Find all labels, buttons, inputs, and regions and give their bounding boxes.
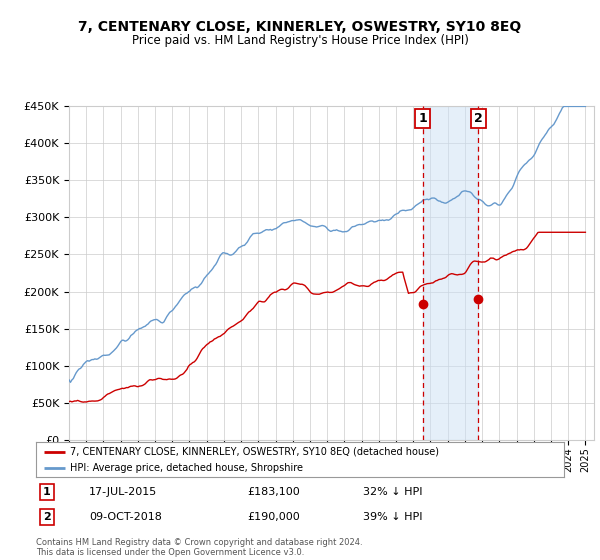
Text: 32% ↓ HPI: 32% ↓ HPI (364, 487, 423, 497)
Text: 2: 2 (474, 112, 482, 125)
Text: £183,100: £183,100 (247, 487, 300, 497)
Text: 7, CENTENARY CLOSE, KINNERLEY, OSWESTRY, SY10 8EQ: 7, CENTENARY CLOSE, KINNERLEY, OSWESTRY,… (79, 20, 521, 34)
Text: 09-OCT-2018: 09-OCT-2018 (89, 512, 161, 522)
Text: HPI: Average price, detached house, Shropshire: HPI: Average price, detached house, Shro… (70, 463, 304, 473)
Bar (422, 106, 478, 440)
Text: Price paid vs. HM Land Registry's House Price Index (HPI): Price paid vs. HM Land Registry's House … (131, 34, 469, 46)
Text: 17-JUL-2015: 17-JUL-2015 (89, 487, 157, 497)
Text: 1: 1 (43, 487, 50, 497)
Text: 2: 2 (43, 512, 50, 522)
Text: 7, CENTENARY CLOSE, KINNERLEY, OSWESTRY, SY10 8EQ (detached house): 7, CENTENARY CLOSE, KINNERLEY, OSWESTRY,… (70, 447, 439, 457)
Text: 39% ↓ HPI: 39% ↓ HPI (364, 512, 423, 522)
Text: Contains HM Land Registry data © Crown copyright and database right 2024.
This d: Contains HM Land Registry data © Crown c… (36, 538, 362, 557)
Text: £190,000: £190,000 (247, 512, 300, 522)
Text: 1: 1 (418, 112, 427, 125)
